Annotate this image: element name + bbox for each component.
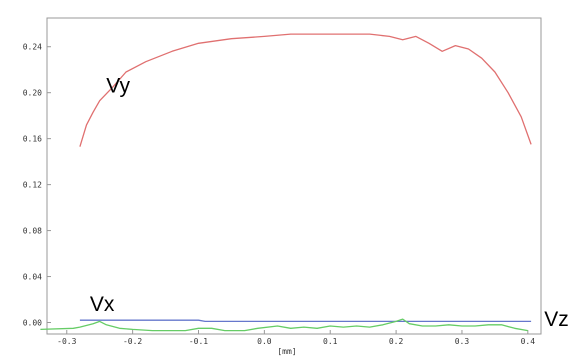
series-lines — [40, 33, 532, 332]
series-labels: Vy Vx Vz — [90, 75, 569, 331]
x-tick-label: -0.3 — [57, 337, 76, 346]
x-tick-label: 0.2 — [389, 337, 404, 346]
x-tick-label: -0.1 — [189, 337, 208, 346]
x-tick-label: 0.4 — [521, 337, 536, 346]
y-tick-label: 0.00 — [23, 319, 42, 328]
series-label-vz: Vz — [544, 308, 569, 331]
series-line-vy — [79, 33, 532, 147]
x-tick-label: 0.3 — [455, 337, 470, 346]
series-line-vx — [79, 319, 532, 323]
y-tick-label: 0.16 — [23, 135, 42, 144]
series-line-vz — [40, 318, 528, 332]
y-tick-label: 0.08 — [23, 227, 42, 236]
series-label-vx: Vx — [90, 293, 115, 316]
y-tick-label: 0.12 — [23, 181, 42, 190]
series-label-vy: Vy — [106, 75, 130, 98]
x-tick-label: 0.0 — [257, 337, 272, 346]
x-tick-label: -0.2 — [123, 337, 142, 346]
x-axis-ticks: -0.3 -0.2 -0.1 0.0 0.1 0.2 0.3 0.4 — [57, 330, 535, 346]
y-tick-label: 0.24 — [23, 43, 42, 52]
y-tick-label: 0.20 — [23, 89, 42, 98]
plot-frame — [46, 17, 542, 335]
x-tick-label: 0.1 — [323, 337, 338, 346]
x-axis-label: [mm] — [277, 347, 296, 356]
y-tick-label: 0.04 — [23, 273, 42, 282]
y-axis-ticks: 0.00 0.04 0.08 0.12 0.16 0.20 0.24 — [23, 43, 51, 328]
